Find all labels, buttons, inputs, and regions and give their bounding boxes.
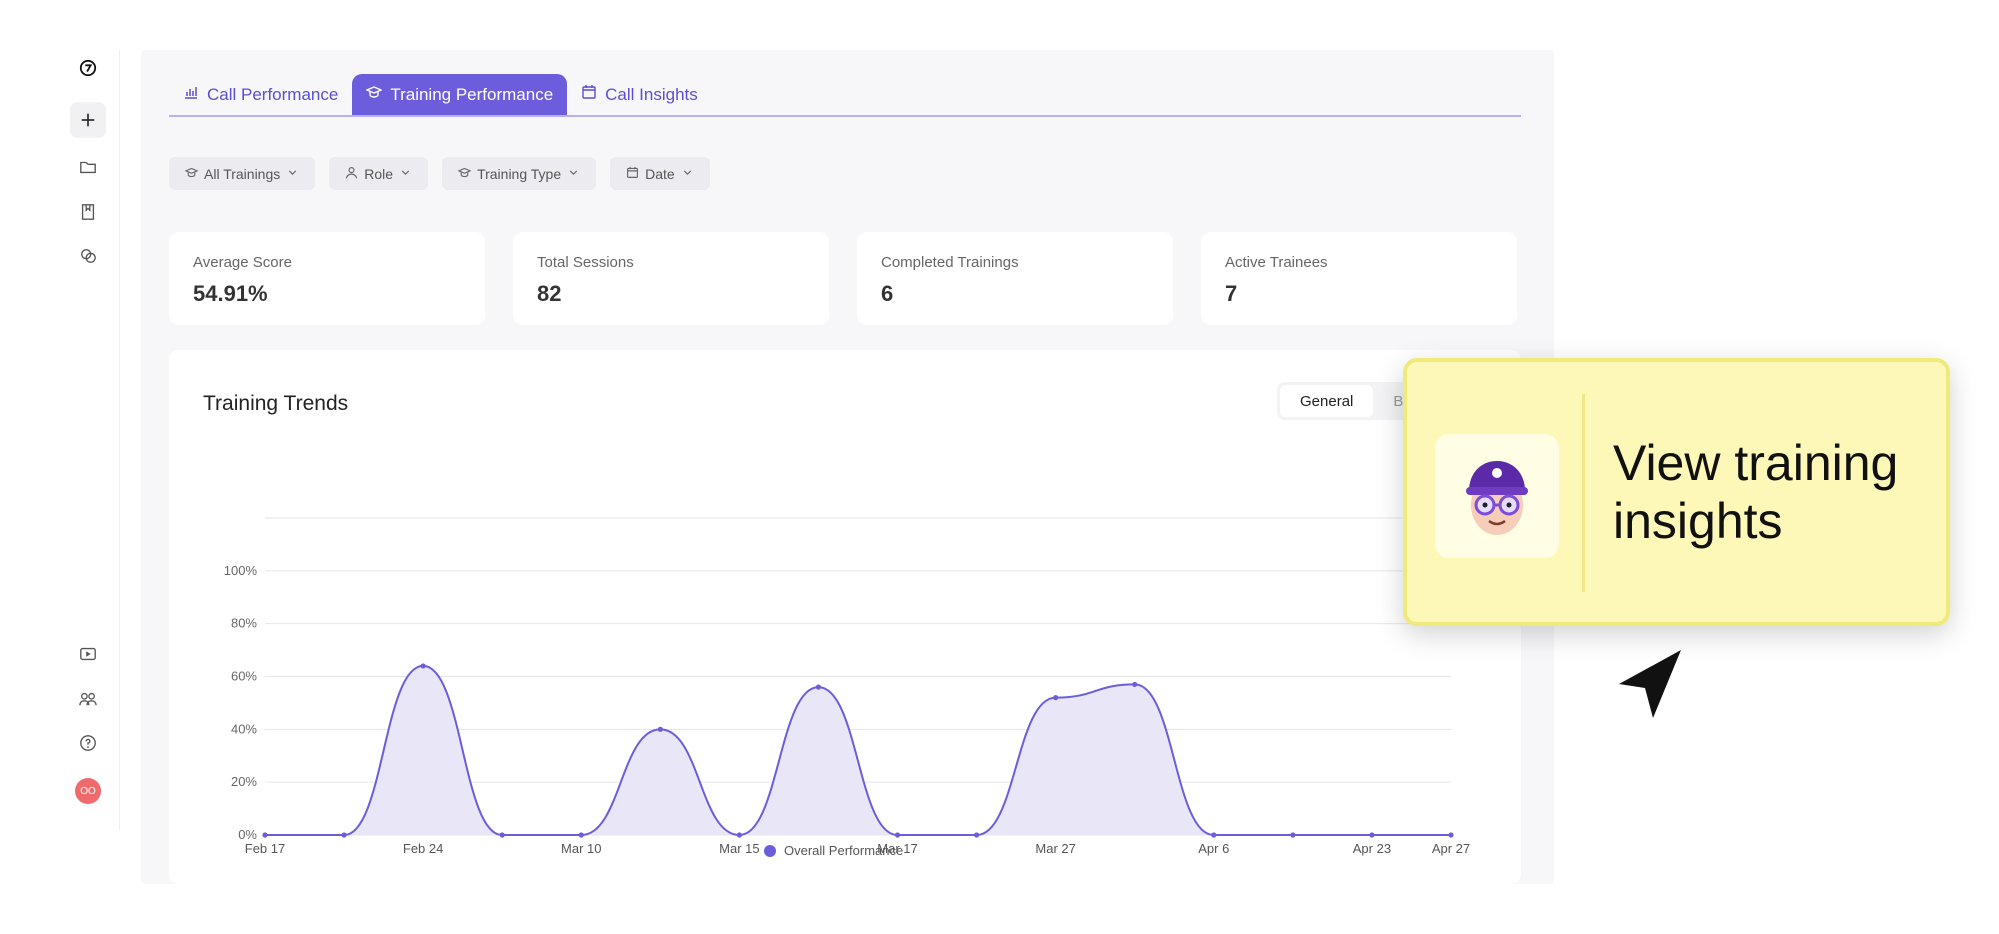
team-icon[interactable] (72, 683, 104, 715)
toggle-general[interactable]: General (1280, 385, 1374, 417)
logo-icon[interactable] (72, 52, 104, 84)
calendar-icon (581, 84, 597, 105)
data-point (657, 726, 663, 732)
y-tick-label: 40% (231, 721, 257, 736)
tab-call-insights[interactable]: Call Insights (567, 74, 712, 115)
data-point (1211, 832, 1217, 838)
chevron-down-icon (567, 166, 580, 182)
tooltip-text: View training insights (1613, 435, 1899, 549)
data-point (736, 832, 743, 838)
data-point (1448, 832, 1454, 838)
x-tick-label: Apr 6 (1198, 841, 1229, 856)
video-icon[interactable] (72, 638, 104, 670)
x-tick-label: Mar 10 (561, 841, 601, 856)
stat-label: Average Score (193, 254, 292, 271)
filter-label: Role (364, 165, 394, 182)
x-tick-label: Feb 17 (245, 841, 285, 856)
tab-label: Call Performance (207, 84, 339, 104)
chat-icon[interactable] (72, 240, 104, 272)
chevron-down-icon (681, 166, 694, 182)
training-dashboard: Call Performance Training Performance Ca… (141, 50, 1554, 884)
x-tick-label: Mar 27 (1035, 841, 1075, 856)
mascot-avatar-icon (1435, 434, 1559, 558)
folder-icon[interactable] (72, 151, 104, 183)
data-point (815, 684, 822, 690)
stat-value: 54.91% (193, 281, 268, 306)
filter-role[interactable]: Role (329, 157, 429, 190)
stat-value: 7 (1225, 281, 1238, 306)
stat-label: Active Trainees (1225, 254, 1328, 271)
user-avatar[interactable]: OO (75, 778, 101, 804)
chevron-down-icon (286, 166, 299, 182)
stat-card-total-sessions: Total Sessions 82 (513, 232, 829, 325)
user-icon (345, 166, 358, 182)
data-point (341, 832, 347, 838)
data-point (499, 832, 505, 838)
y-tick-label: 100% (224, 563, 258, 578)
x-tick-label: Mar 17 (877, 841, 917, 856)
stat-card-completed-trainings: Completed Trainings 6 (857, 232, 1173, 325)
stat-label: Total Sessions (537, 254, 634, 271)
training-trends-chart: 0% 20% 40% 60% 80% 100% Feb 17 Feb 24 Mar 10 Mar … (224, 517, 1470, 856)
tab-training-performance[interactable]: Training Performance (352, 74, 568, 115)
data-point (1290, 832, 1296, 838)
chart-title: Training Trends (203, 392, 349, 415)
tab-label: Training Performance (390, 84, 554, 104)
stat-cards: Average Score 54.91% Total Sessions 82 C… (169, 232, 1517, 325)
filter-label: Training Type (477, 165, 562, 182)
sidebar-rail: OO (62, 50, 120, 830)
data-point (1132, 681, 1138, 688)
cursor-arrow-icon (1619, 650, 1681, 718)
tab-label: Call Insights (605, 84, 698, 104)
plus-icon[interactable] (70, 102, 106, 138)
filter-date[interactable]: Date (610, 157, 710, 190)
stat-label: Completed Trainings (881, 254, 1019, 271)
series-area (265, 665, 1451, 835)
x-tick-label: Apr 27 (1432, 841, 1470, 856)
filter-label: All Trainings (204, 165, 281, 182)
filter-label: Date (645, 165, 675, 182)
graduation-cap-icon (184, 166, 199, 182)
filter-all-trainings[interactable]: All Trainings (169, 157, 316, 190)
chart-legend[interactable]: Overall Performance (764, 843, 903, 858)
stat-card-average-score: Average Score 54.91% (169, 232, 485, 325)
data-point (1053, 695, 1059, 701)
data-point (420, 663, 426, 669)
stat-card-active-trainees: Active Trainees 7 (1201, 232, 1517, 325)
tab-call-performance[interactable]: Call Performance (169, 74, 352, 115)
y-tick-label: 20% (231, 774, 257, 789)
data-point (894, 832, 901, 838)
graduation-cap-icon (457, 166, 472, 182)
x-tick-label: Feb 24 (403, 841, 443, 856)
training-trends-card: 0% 20% 40% 60% 80% 100% Feb 17 Feb 24 Mar 10 Mar … (169, 350, 1521, 884)
stat-value: 82 (537, 281, 562, 306)
data-point (578, 832, 584, 838)
tab-bar: Call Performance Training Performance Ca… (169, 74, 1521, 117)
help-icon[interactable] (72, 727, 104, 759)
data-point (974, 832, 980, 838)
data-point (1369, 832, 1375, 838)
filter-training-type[interactable]: Training Type (442, 157, 597, 190)
insights-tooltip[interactable]: View training insights (1403, 358, 1950, 626)
stat-value: 6 (881, 281, 894, 306)
y-tick-label: 0% (238, 827, 257, 842)
data-point (262, 832, 268, 838)
x-tick-label: Apr 23 (1353, 841, 1391, 856)
legend-swatch (764, 844, 776, 857)
bar-chart-icon (183, 84, 199, 105)
y-tick-label: 60% (231, 669, 257, 684)
x-tick-label: Mar 15 (719, 841, 759, 856)
graduation-cap-icon (365, 84, 384, 105)
calendar-icon (626, 166, 639, 182)
y-tick-label: 80% (231, 616, 257, 631)
chevron-down-icon (399, 166, 412, 182)
legend-label: Overall Performance (784, 843, 904, 858)
book-icon[interactable] (72, 196, 104, 228)
bubble-divider (1582, 394, 1585, 592)
filter-bar: All Trainings Role Training Type Date (169, 157, 710, 190)
